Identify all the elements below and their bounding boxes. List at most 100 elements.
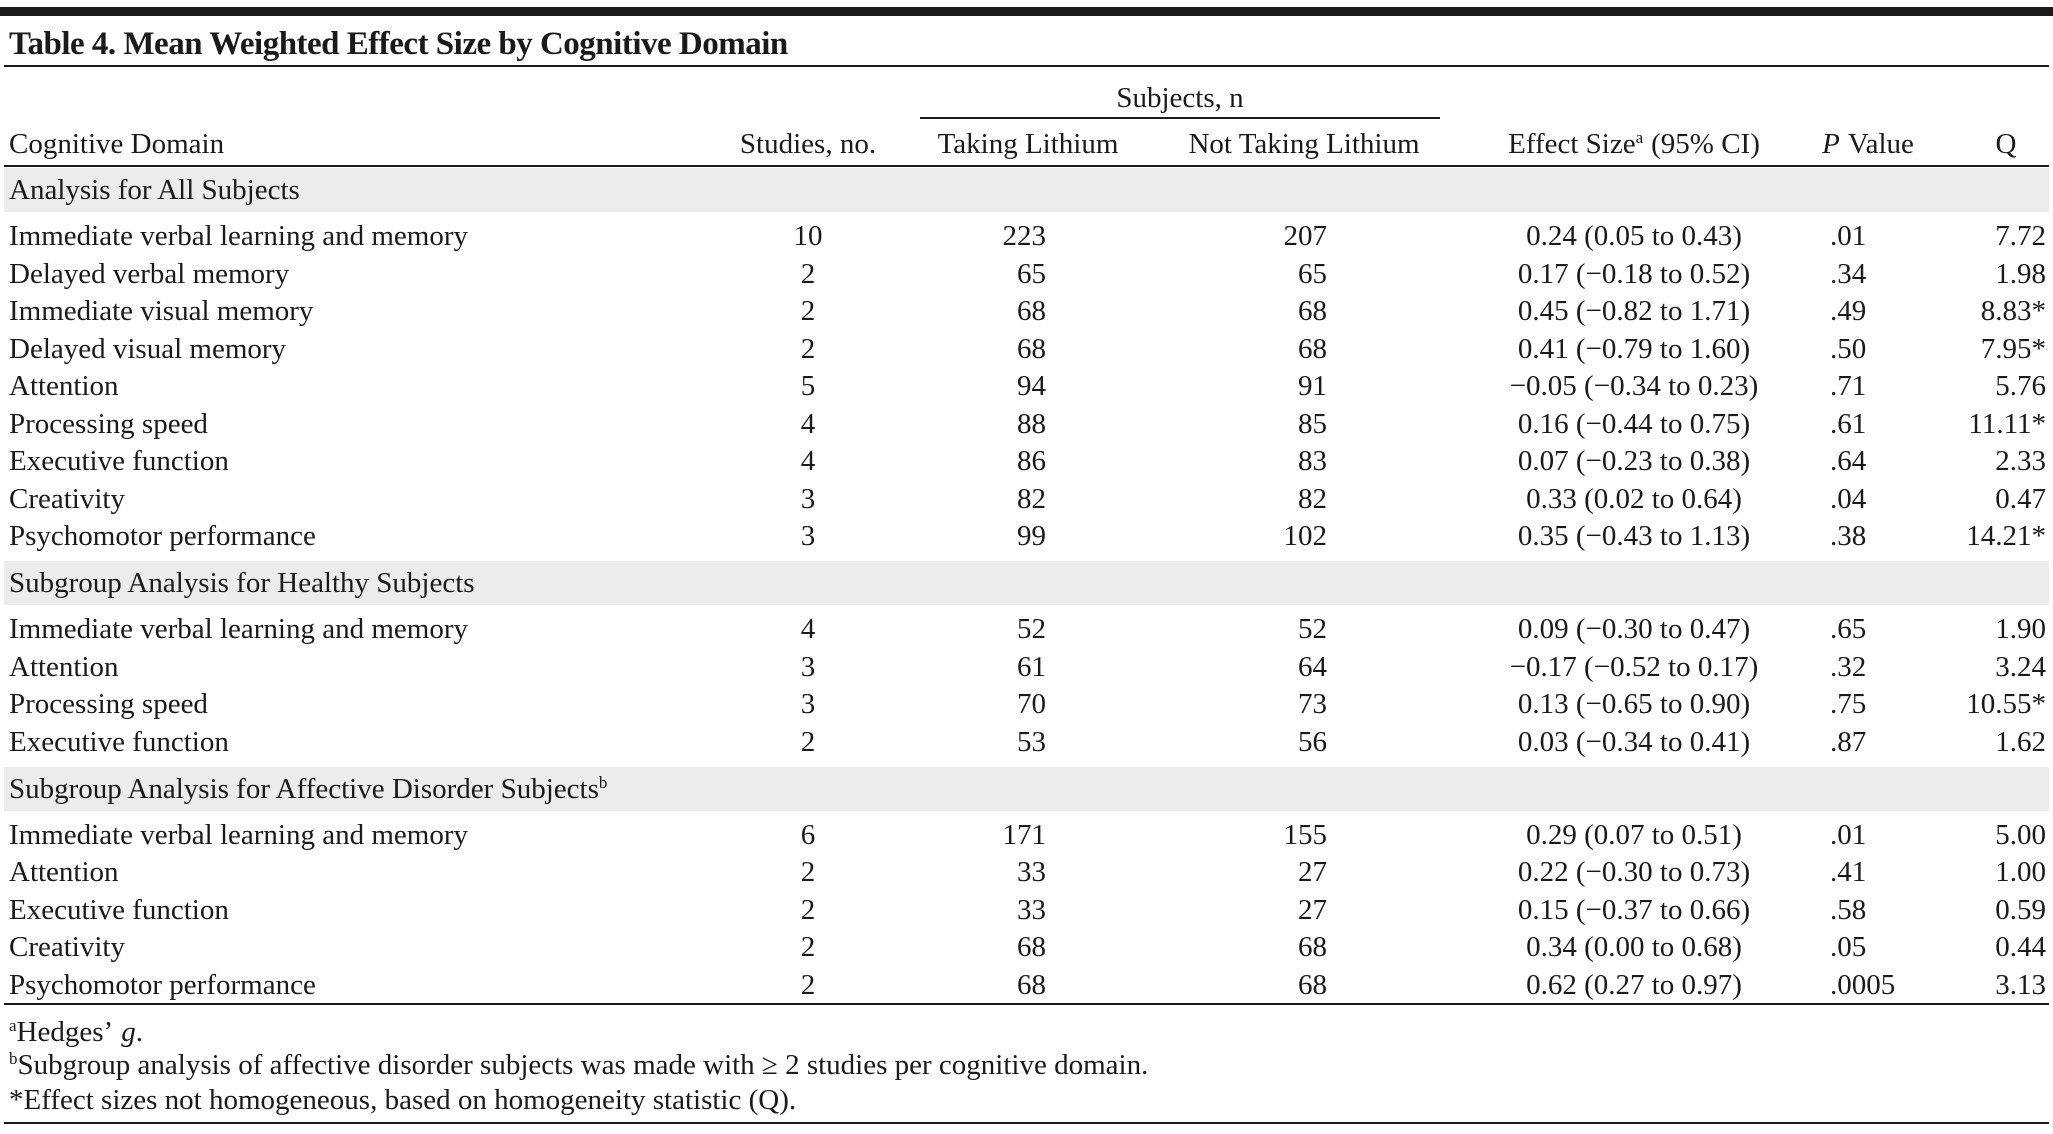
header: Effect Size bbox=[1508, 128, 1636, 160]
effect-cell: 0.03 (−0.34 to 0.41) bbox=[1517, 725, 1751, 758]
not-taking-cell: 83 bbox=[1298, 445, 1327, 477]
domain-cell: Executive function bbox=[9, 445, 229, 477]
domain-cell: Creativity bbox=[9, 482, 125, 515]
not-taking-cell: 82 bbox=[1298, 482, 1327, 515]
p-cell: .65 bbox=[1830, 613, 1867, 645]
taking-cell: 223 bbox=[1002, 220, 1047, 252]
p-cell: .75 bbox=[1830, 688, 1867, 720]
domain-cell: Immediate visual memory bbox=[9, 295, 314, 327]
footnote-text: Subgroup analysis of affective disorder … bbox=[17, 1049, 1149, 1081]
taking-cell: 53 bbox=[1017, 725, 1046, 758]
section-band bbox=[4, 168, 2049, 212]
taking-cell: 68 bbox=[1017, 931, 1046, 963]
not-taking-cell: 68 bbox=[1298, 295, 1327, 327]
table-title: Table 4. Mean Weighted Effect Size by Co… bbox=[9, 26, 788, 62]
q-cell: 1.90 bbox=[1995, 613, 2046, 645]
effect-cell: 0.62 (0.27 to 0.97) bbox=[1526, 968, 1742, 1001]
not-taking-cell: 102 bbox=[1283, 520, 1328, 552]
studies-cell: 2 bbox=[800, 931, 816, 963]
domain-cell: Executive function bbox=[9, 725, 229, 758]
section-label: Subgroup Analysis for Healthy Subjects bbox=[9, 565, 475, 601]
q-cell: 7.95* bbox=[1980, 332, 2046, 365]
not-taking-cell: 65 bbox=[1298, 257, 1327, 290]
taking-cell: 68 bbox=[1017, 295, 1046, 327]
header: Value bbox=[1847, 128, 1914, 160]
p-cell: .0005 bbox=[1830, 968, 1896, 1001]
p-cell: .64 bbox=[1830, 445, 1867, 477]
footnote-mark: b bbox=[9, 1049, 18, 1068]
domain-cell: Processing speed bbox=[9, 688, 208, 720]
q-cell: 0.47 bbox=[1995, 482, 2046, 515]
taking-cell: 171 bbox=[1002, 818, 1047, 851]
p-cell: .05 bbox=[1830, 931, 1867, 963]
studies-cell: 2 bbox=[800, 332, 816, 365]
section-band bbox=[4, 766, 2049, 811]
domain-cell: Processing speed bbox=[9, 407, 208, 440]
effect-cell: 0.41 (−0.79 to 1.60) bbox=[1517, 332, 1751, 365]
q-cell: 11.11* bbox=[1968, 407, 2046, 440]
footnote: *Effect sizes not homogeneous, based on … bbox=[9, 1084, 797, 1116]
not-taking-cell: 68 bbox=[1298, 332, 1327, 365]
effect-cell: 0.24 (0.05 to 0.43) bbox=[1526, 220, 1742, 252]
rule bbox=[4, 1122, 2049, 1124]
rule bbox=[4, 65, 2049, 67]
domain-cell: Attention bbox=[9, 650, 119, 683]
p-cell: .41 bbox=[1830, 856, 1867, 888]
studies-cell: 3 bbox=[800, 482, 816, 515]
domain-cell: Delayed visual memory bbox=[9, 332, 287, 365]
taking-cell: 82 bbox=[1017, 482, 1046, 515]
p-cell: .38 bbox=[1830, 520, 1867, 552]
taking-cell: 70 bbox=[1017, 688, 1046, 720]
domain-cell: Immediate verbal learning and memory bbox=[9, 220, 468, 252]
q-cell: 3.24 bbox=[1995, 650, 2046, 683]
top-rule bbox=[0, 7, 2053, 16]
q-cell: 5.00 bbox=[1995, 818, 2046, 851]
domain-cell: Immediate verbal learning and memory bbox=[9, 818, 468, 851]
taking-cell: 65 bbox=[1017, 257, 1046, 290]
p-cell: .01 bbox=[1830, 220, 1867, 252]
q-cell: 5.76 bbox=[1995, 370, 2046, 402]
not-taking-cell: 207 bbox=[1283, 220, 1328, 252]
header: Q bbox=[1995, 128, 2017, 160]
effect-cell: 0.34 (0.00 to 0.68) bbox=[1526, 931, 1742, 963]
section-label-text: Subgroup Analysis for Healthy Subjects bbox=[9, 567, 475, 599]
header: Taking Lithium bbox=[937, 128, 1119, 160]
effect-cell: −0.05 (−0.34 to 0.23) bbox=[1509, 370, 1759, 402]
section-label-text: Analysis for All Subjects bbox=[9, 174, 300, 206]
not-taking-cell: 155 bbox=[1283, 818, 1328, 851]
studies-cell: 4 bbox=[800, 445, 816, 477]
effect-cell: 0.13 (−0.65 to 0.90) bbox=[1517, 688, 1751, 720]
footnote-text: g bbox=[121, 1016, 136, 1048]
p-cell: .58 bbox=[1830, 893, 1867, 926]
p-cell: .49 bbox=[1830, 295, 1867, 327]
footnote-text: Hedges’ bbox=[16, 1016, 114, 1048]
taking-cell: 88 bbox=[1017, 407, 1046, 440]
taking-cell: 52 bbox=[1017, 613, 1046, 645]
domain-cell: Creativity bbox=[9, 931, 125, 963]
q-cell: 1.98 bbox=[1995, 257, 2046, 290]
p-cell: .61 bbox=[1830, 407, 1867, 440]
studies-cell: 5 bbox=[800, 370, 816, 402]
q-cell: 10.55* bbox=[1966, 688, 2046, 720]
effect-cell: 0.22 (−0.30 to 0.73) bbox=[1517, 856, 1751, 888]
q-cell: 14.21* bbox=[1966, 520, 2046, 552]
studies-cell: 2 bbox=[800, 295, 816, 327]
studies-cell: 10 bbox=[793, 220, 823, 252]
footnote-mark: a bbox=[1635, 128, 1644, 147]
taking-cell: 33 bbox=[1017, 856, 1046, 888]
q-cell: 7.72 bbox=[1995, 220, 2046, 252]
studies-cell: 6 bbox=[800, 818, 816, 851]
effect-cell: 0.07 (−0.23 to 0.38) bbox=[1517, 445, 1751, 477]
studies-cell: 3 bbox=[800, 520, 816, 552]
q-cell: 1.00 bbox=[1995, 856, 2046, 888]
header: Not Taking Lithium bbox=[1188, 128, 1420, 160]
section-label-text: Subgroup Analysis for Affective Disorder… bbox=[9, 772, 599, 805]
taking-cell: 86 bbox=[1017, 445, 1046, 477]
header: Studies, no. bbox=[739, 128, 877, 160]
studies-cell: 2 bbox=[800, 893, 816, 926]
not-taking-cell: 27 bbox=[1298, 893, 1327, 926]
p-cell: .87 bbox=[1830, 725, 1867, 758]
rule bbox=[4, 1003, 2049, 1005]
header: P bbox=[1822, 128, 1840, 160]
